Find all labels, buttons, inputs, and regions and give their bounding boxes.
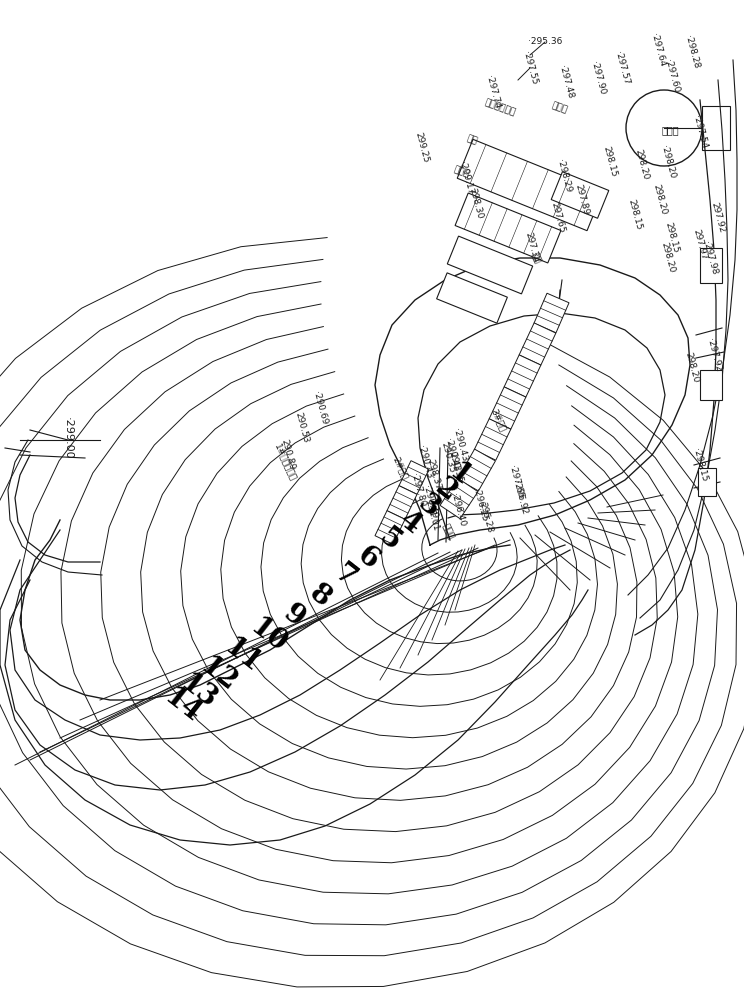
- Polygon shape: [437, 273, 507, 323]
- Text: 10: 10: [245, 613, 292, 659]
- Text: ·297.64: ·297.64: [650, 32, 667, 68]
- Text: ·299.17: ·299.17: [458, 160, 475, 196]
- Text: 14: 14: [158, 683, 205, 729]
- Polygon shape: [447, 236, 533, 294]
- Text: ·290.43: ·290.43: [416, 444, 434, 480]
- Text: 290.53: 290.53: [294, 412, 310, 444]
- Text: 11: 11: [219, 633, 266, 679]
- Text: 水泵: 水泵: [530, 251, 542, 265]
- Bar: [700, 248, 722, 283]
- Text: 7: 7: [329, 559, 361, 593]
- Text: ·297.90: ·297.90: [589, 60, 607, 96]
- Text: 6: 6: [352, 541, 384, 575]
- Text: ·296.92: ·296.92: [511, 480, 529, 516]
- Text: 浓缩机: 浓缩机: [661, 125, 679, 135]
- Text: 5: 5: [374, 523, 406, 557]
- Text: 298.15: 298.15: [626, 199, 644, 231]
- Text: 298.15: 298.15: [602, 146, 618, 178]
- Text: 298.20: 298.20: [652, 184, 668, 216]
- Polygon shape: [458, 139, 603, 231]
- Text: ·295.36: ·295.36: [527, 37, 562, 46]
- Text: 297.65: 297.65: [550, 202, 566, 234]
- Text: ·298.29: ·298.29: [555, 158, 573, 194]
- Text: 1: 1: [444, 458, 476, 492]
- Text: 泵站: 泵站: [466, 134, 478, 146]
- Polygon shape: [489, 387, 526, 429]
- Text: 295.28: 295.28: [478, 502, 495, 534]
- Polygon shape: [387, 486, 417, 519]
- Text: 297.92: 297.92: [710, 202, 726, 234]
- Polygon shape: [519, 323, 556, 365]
- Text: ·297.54: ·297.54: [691, 114, 709, 150]
- Text: ·297.80: ·297.80: [409, 472, 427, 508]
- Text: 2: 2: [429, 473, 461, 507]
- Text: ·297.60: ·297.60: [663, 58, 681, 94]
- Polygon shape: [504, 355, 541, 397]
- Text: ·290.49: ·290.49: [421, 484, 439, 520]
- Bar: [698, 468, 716, 496]
- Text: ·297.74: ·297.74: [484, 74, 501, 110]
- Text: 12: 12: [194, 652, 242, 698]
- Text: 297.97: 297.97: [692, 229, 708, 261]
- Polygon shape: [455, 193, 561, 263]
- Bar: [702, 106, 730, 150]
- Text: 290.35: 290.35: [440, 442, 456, 474]
- Text: 290.35: 290.35: [448, 452, 464, 484]
- Text: ·290.43: ·290.43: [451, 427, 469, 463]
- Text: 4: 4: [394, 506, 426, 540]
- Text: 298.30: 298.30: [467, 188, 484, 220]
- Text: ·296.40: ·296.40: [449, 492, 466, 528]
- Text: 围结体: 围结体: [440, 523, 455, 541]
- Text: ·297.55: ·297.55: [522, 50, 539, 86]
- Text: ·297.65: ·297.65: [507, 464, 525, 500]
- Polygon shape: [474, 419, 511, 460]
- Text: 297.89: 297.89: [574, 184, 591, 216]
- Text: 1#皮带工作站: 1#皮带工作站: [272, 442, 298, 482]
- Text: 单轨吊司机室: 单轨吊司机室: [484, 98, 516, 118]
- Text: 290.89: 290.89: [280, 439, 296, 471]
- Text: ·297.98: ·297.98: [701, 240, 719, 276]
- Polygon shape: [440, 478, 478, 519]
- Text: 9: 9: [278, 599, 310, 633]
- Text: 3: 3: [412, 489, 444, 523]
- Text: ·298.28: ·298.28: [683, 34, 701, 70]
- Text: ·298.20: ·298.20: [659, 144, 677, 180]
- Text: 298.15: 298.15: [664, 222, 681, 254]
- Text: ·290.69: ·290.69: [311, 390, 329, 426]
- Text: 3#皮带: 3#皮带: [489, 407, 507, 433]
- Text: 材料库: 材料库: [453, 165, 471, 179]
- Polygon shape: [551, 172, 609, 218]
- Text: ·299.00: ·299.00: [63, 417, 73, 459]
- Text: ·297.57: ·297.57: [613, 50, 631, 86]
- Text: 298.20: 298.20: [684, 352, 700, 384]
- Bar: [700, 370, 722, 400]
- Text: ·297.92: ·297.92: [705, 337, 722, 373]
- Text: 291.01: 291.01: [423, 500, 440, 532]
- Text: 298.37: 298.37: [426, 459, 443, 491]
- Text: 2#皮带: 2#皮带: [391, 455, 409, 481]
- Polygon shape: [399, 461, 429, 494]
- Polygon shape: [458, 449, 496, 491]
- Text: ·297.48: ·297.48: [557, 64, 575, 100]
- Text: 297.34: 297.34: [524, 232, 540, 264]
- Text: 13: 13: [175, 669, 222, 715]
- Text: ·290.43: ·290.43: [443, 437, 461, 473]
- Text: 298.20: 298.20: [660, 242, 676, 274]
- Polygon shape: [534, 293, 569, 333]
- Text: ·296.25: ·296.25: [471, 487, 489, 523]
- Text: 298.20: 298.20: [634, 149, 650, 181]
- Text: 木筋笼: 木筋笼: [551, 101, 569, 115]
- Text: ·298.15: ·298.15: [691, 447, 709, 483]
- Text: 8: 8: [304, 579, 336, 613]
- Text: 299.25: 299.25: [414, 132, 431, 164]
- Polygon shape: [375, 511, 405, 544]
